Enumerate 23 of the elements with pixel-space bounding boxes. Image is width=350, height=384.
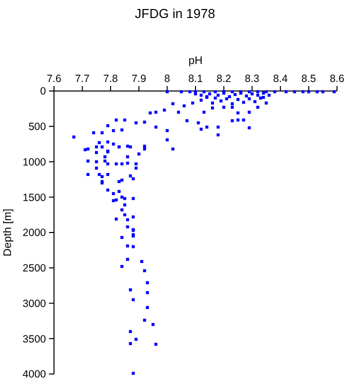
x-tick-label: 8.1 [188,73,203,85]
x-tick-label: 7.7 [74,73,90,85]
y-tick-label: 1500 [22,192,46,204]
x-tick-label: 7.6 [46,73,62,85]
x-tick-label: 8.5 [301,73,316,85]
x-tick-label: 8.3 [244,73,260,85]
x-tick-label: 8 [164,73,170,85]
y-tick-label: 2500 [22,262,46,275]
x-tick-label: 7.9 [132,73,146,85]
x-tick-label: 8.2 [216,73,232,85]
y-tick-label: 3500 [22,333,46,346]
x-tick-label: 8.4 [273,73,288,85]
x-tick-label: 8.6 [330,73,344,85]
y-tick-label: 1000 [22,156,46,168]
chart-title: JFDG in 1978 [134,6,216,21]
y-tick-label: 2000 [22,227,46,240]
y-tick-label: 3000 [22,298,46,310]
x-tick-label: 7.8 [103,73,118,85]
y-tick-label: 500 [28,121,46,134]
y-tick-label: 0 [40,86,46,98]
y-tick-label: 4000 [22,368,46,381]
y-axis-title: Depth [m] [2,208,14,256]
x-axis-title: pH [188,55,203,67]
